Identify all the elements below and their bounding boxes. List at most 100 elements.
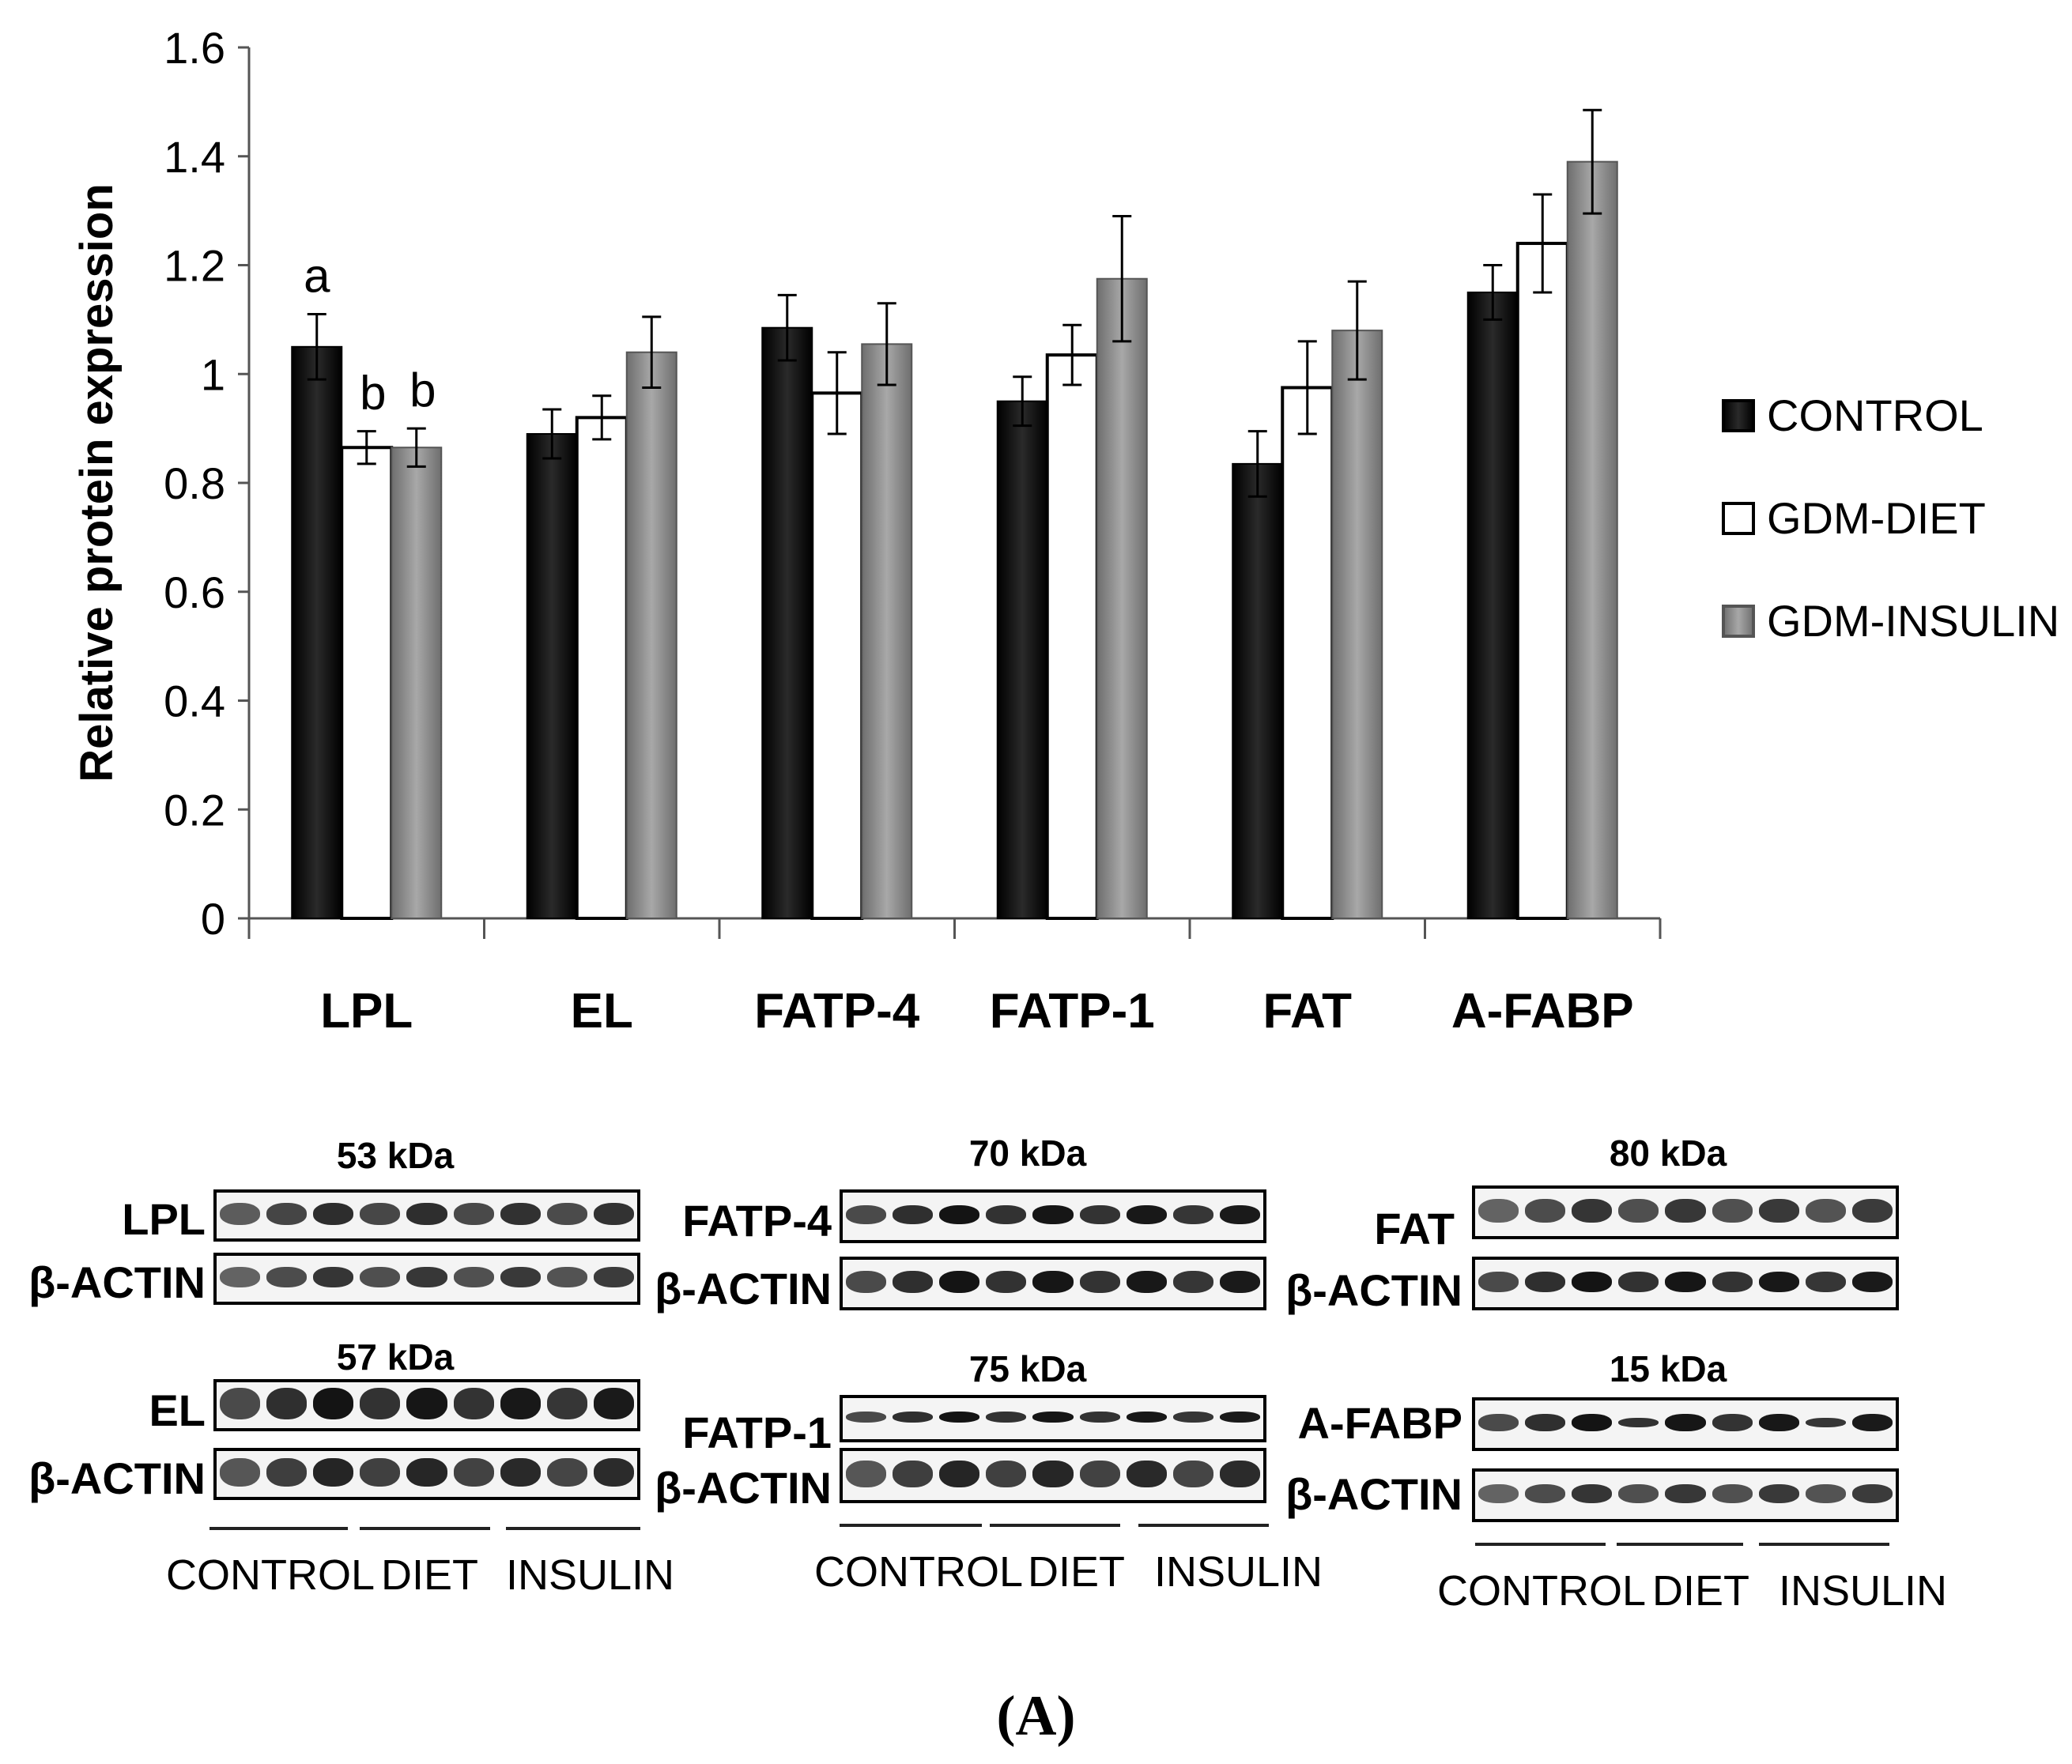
blot-band [453,1458,494,1487]
blot-band [986,1412,1027,1423]
bar-gdm-insulin [1331,330,1383,919]
blot-band [1079,1205,1120,1224]
bar-gdm-diet [1045,353,1099,920]
blot-band [1712,1414,1753,1431]
blot-band [1032,1461,1074,1487]
bar-control [761,326,813,919]
blot-band [1851,1484,1893,1503]
blot-band [220,1203,261,1225]
bar-gdm-insulin [1096,277,1148,919]
group-label-insulin-1: INSULIN [506,1551,675,1599]
bar-gdm-diet [810,391,864,920]
blot-band [1219,1205,1260,1224]
blot-band [360,1203,401,1225]
blot-band [1126,1461,1167,1487]
blot-box-lpl [213,1189,640,1242]
blot-band [1712,1272,1753,1292]
blot-band [220,1388,261,1419]
blot-band [546,1267,587,1287]
blot-band [893,1271,934,1293]
blot-band [1478,1414,1519,1431]
blot-band [1525,1414,1566,1431]
y-tick-label: 1.2 [164,241,225,291]
blot-band [453,1203,494,1225]
blot-band [1172,1271,1213,1293]
blot-band [313,1203,354,1225]
group-line-insulin-3 [1759,1543,1889,1546]
blot-band [1478,1484,1519,1503]
blot-band [1032,1271,1074,1293]
blot-band [1618,1417,1659,1428]
y-tick-label: 1.6 [164,23,225,73]
blot-band [1758,1414,1799,1431]
blot-label-fatp4-actin: β-ACTIN [655,1264,832,1314]
blot-band [893,1205,934,1224]
blot-band [1126,1271,1167,1293]
bar-gdm-insulin [391,447,443,919]
blot-label-fat-actin: β-ACTIN [1285,1265,1462,1315]
x-tick-label: EL [571,984,633,1038]
panel-label: (A) [996,1684,1076,1747]
blot-band [266,1203,308,1225]
group-line-control-2 [840,1524,982,1527]
blot-band [546,1388,587,1419]
blot-band [1172,1412,1213,1423]
blot-band [313,1458,354,1487]
blot-label-afabp-actin: β-ACTIN [1285,1469,1462,1519]
blot-band [1665,1484,1706,1503]
group-line-diet-1 [360,1527,490,1530]
blot-band [360,1267,401,1287]
blot-band [406,1203,447,1225]
blot-label-fatp1-actin: β-ACTIN [655,1463,832,1513]
blot-band [939,1412,980,1423]
blot-band [846,1412,887,1423]
blot-band [1572,1414,1613,1431]
bar-gdm-insulin [861,343,913,919]
blot-band [1478,1199,1519,1223]
blot-box-afabp [1472,1397,1899,1451]
blot-band [1079,1461,1120,1487]
blot-band [1172,1461,1213,1487]
blot-band [893,1461,934,1487]
blot-band [1665,1199,1706,1223]
blot-band [1172,1205,1213,1224]
blot-band [1219,1461,1260,1487]
group-line-diet-2 [990,1524,1120,1527]
group-line-control-1 [209,1527,348,1530]
y-tick-label: 1 [201,349,225,399]
blot-band [939,1271,980,1293]
blot-band [266,1267,308,1287]
blot-band [1805,1484,1846,1503]
blot-band [546,1203,587,1225]
blot-band [1478,1272,1519,1292]
blot-band [1618,1199,1659,1223]
group-label-insulin-2: INSULIN [1154,1548,1323,1596]
blot-band [1805,1272,1846,1292]
blot-box-fat [1472,1185,1899,1239]
legend-swatch-gdm-diet [1722,502,1755,535]
blot-band [1525,1272,1566,1292]
blot-band [500,1203,541,1225]
blot-band [1851,1414,1893,1431]
significance-letter: a [304,249,330,302]
blot-band [313,1388,354,1419]
blot-label-lpl-actin: β-ACTIN [28,1257,206,1307]
legend-label-control: CONTROL [1767,390,1983,440]
blot-box-fatp1 [840,1395,1266,1442]
blot-band [986,1205,1027,1224]
blot-band [1219,1271,1260,1293]
y-tick-label: 1.4 [164,132,225,182]
blot-band [846,1271,887,1293]
group-label-control-1: CONTROL [166,1551,376,1599]
blot-band [406,1458,447,1487]
blot-band [1525,1199,1566,1223]
y-tick-label: 0.2 [164,785,225,835]
legend-label-gdm-insulin: GDM-INSULIN [1767,596,2059,646]
blot-box-fatp1-actin [840,1448,1266,1503]
blot-band [406,1267,447,1287]
blot-band [939,1461,980,1487]
blot-label-lpl: LPL [122,1194,206,1244]
blot-kda-el: 57 kDa [336,1336,455,1378]
blot-band [1805,1417,1846,1428]
bar-gdm-diet [1515,241,1569,920]
